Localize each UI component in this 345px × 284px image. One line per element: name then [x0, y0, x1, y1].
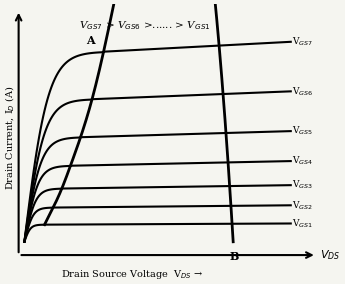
Text: Drain Current, I$_D$ (A): Drain Current, I$_D$ (A)	[3, 85, 17, 189]
Text: B: B	[230, 251, 239, 262]
Text: V$_{GS7}$ > V$_{GS6}$ >...... > V$_{GS1}$: V$_{GS7}$ > V$_{GS6}$ >...... > V$_{GS1}…	[79, 19, 211, 32]
Text: V$_{GS5}$: V$_{GS5}$	[292, 125, 313, 137]
Text: V$_{GS6}$: V$_{GS6}$	[292, 85, 314, 98]
Text: V$_{GS7}$: V$_{GS7}$	[292, 36, 313, 48]
Text: V$_{GS2}$: V$_{GS2}$	[292, 199, 313, 212]
Text: A: A	[86, 35, 95, 46]
Text: V$_{GS4}$: V$_{GS4}$	[292, 155, 313, 167]
Text: V$_{GS3}$: V$_{GS3}$	[292, 179, 313, 191]
Text: Drain Source Voltage  V$_{DS}$ →: Drain Source Voltage V$_{DS}$ →	[61, 268, 204, 281]
Text: V$_{GS1}$: V$_{GS1}$	[292, 217, 313, 230]
Text: $V_{DS}$: $V_{DS}$	[319, 248, 340, 262]
